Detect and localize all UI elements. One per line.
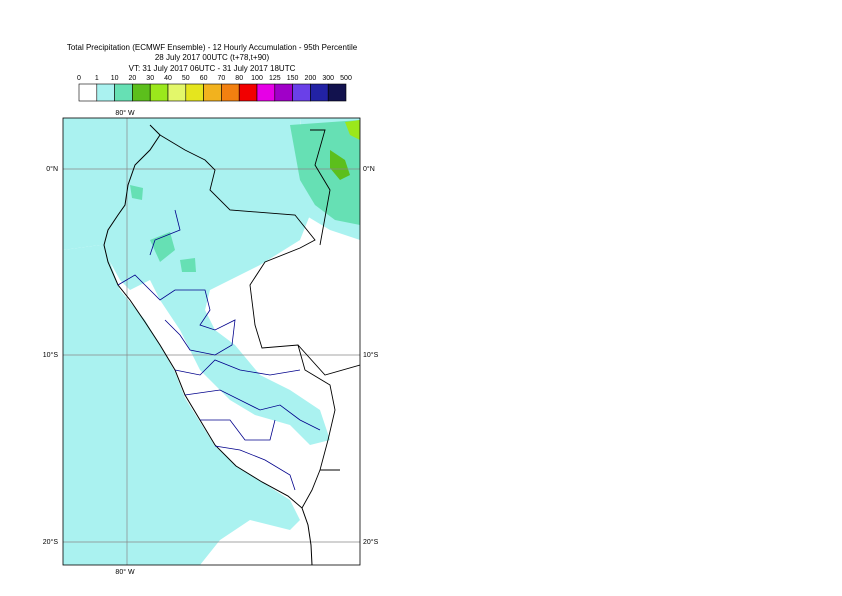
- legend-label: 500: [340, 75, 352, 82]
- legend-swatch: [114, 83, 133, 102]
- legend-swatch: [78, 83, 98, 102]
- legend-label: 125: [269, 75, 281, 82]
- legend-label: 300: [322, 75, 334, 82]
- legend-swatch: [96, 83, 115, 102]
- legend-swatch: [149, 83, 169, 102]
- precip-area: [290, 120, 360, 225]
- legend-label: 50: [182, 75, 190, 82]
- precip-area: [63, 245, 300, 565]
- legend-label: 70: [218, 75, 226, 82]
- legend-label: 10: [111, 75, 119, 82]
- precip-area: [330, 150, 350, 180]
- lat-label: 10°S: [43, 351, 59, 359]
- title-line: Total Precipitation (ECMWF Ensemble) - 1…: [67, 43, 358, 52]
- coastline: [103, 124, 313, 565]
- precip-area: [63, 118, 330, 445]
- legend-swatch: [327, 83, 347, 102]
- legend-swatch: [167, 83, 187, 102]
- legend-label: 0: [77, 75, 81, 82]
- legend-label: 150: [287, 75, 299, 82]
- lon-label: 80° W: [115, 109, 135, 117]
- legend-label: 200: [305, 75, 317, 82]
- admin-border: [117, 209, 321, 491]
- legend: 0 1 10 20 30 40 50 60 70 80 100 125 150 200 300 500: [77, 75, 352, 102]
- legend-label: 30: [146, 75, 154, 82]
- legend-swatch: [203, 83, 222, 102]
- lon-label: 80° W: [115, 568, 135, 576]
- legend-swatch: [185, 83, 204, 102]
- map-area: [63, 118, 360, 565]
- title: Total Precipitation (ECMWF Ensemble) - 1…: [67, 43, 358, 73]
- border: [159, 129, 360, 509]
- legend-swatch: [221, 83, 240, 102]
- lat-label: 20°S: [43, 538, 59, 546]
- legend-label: 80: [235, 75, 243, 82]
- lat-label: 10°S: [363, 351, 379, 359]
- legend-swatch: [292, 83, 311, 102]
- map-frame: [62, 117, 361, 566]
- lat-label: 0°N: [46, 165, 58, 173]
- title-line: 28 July 2017 00UTC (t+78,t+90): [155, 53, 270, 62]
- legend-swatch: [274, 83, 293, 102]
- legend-swatch: [238, 83, 258, 102]
- legend-label: 1: [95, 75, 99, 82]
- legend-label: 100: [251, 75, 263, 82]
- legend-label: 60: [200, 75, 208, 82]
- lat-label: 0°N: [363, 165, 375, 173]
- precip-area: [130, 185, 196, 272]
- precip-area: [345, 120, 360, 140]
- lat-label: 20°S: [363, 538, 379, 546]
- legend-label: 20: [129, 75, 137, 82]
- legend-swatch: [256, 83, 276, 102]
- title-line: VT: 31 July 2017 06UTC - 31 July 2017 18…: [129, 64, 296, 73]
- legend-label: 40: [164, 75, 172, 82]
- legend-swatch: [132, 83, 151, 102]
- legend-swatch: [310, 83, 329, 102]
